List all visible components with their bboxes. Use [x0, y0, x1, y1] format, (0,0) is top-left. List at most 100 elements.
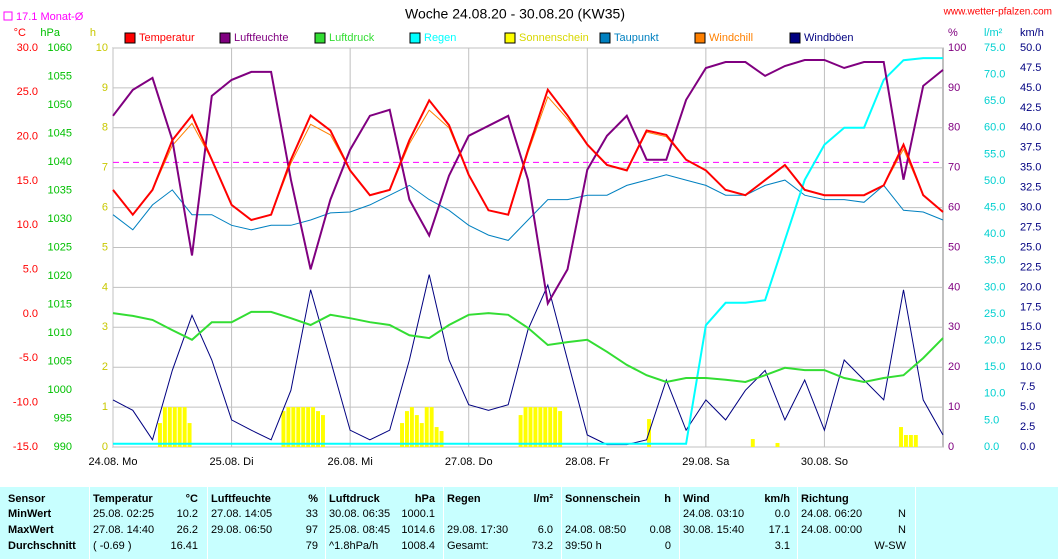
series-line [112, 310, 944, 384]
table-cell: Sensor [8, 493, 46, 505]
sunshine-bar [913, 435, 918, 447]
y-tick-label: 0 [102, 441, 108, 453]
y-tick-label: 1025 [48, 241, 72, 253]
table-cell: 0 [664, 540, 671, 552]
y-tick-label: -10.0 [13, 397, 38, 409]
legend-marker [314, 32, 326, 44]
y-tick-label: 27.5 [1020, 221, 1041, 233]
sunshine-bar [321, 415, 325, 447]
table-cell: 26.2 [176, 524, 198, 536]
legend-marker [599, 32, 611, 44]
table-cell: 6.0 [537, 524, 553, 536]
summary-table: Sensor Temperatur °C Luftfeuchte% Luftdruck h… [0, 487, 1058, 559]
y-tick-label: 5.0 [23, 264, 38, 276]
sunshine-bar [558, 411, 563, 447]
sunshine-bar [429, 407, 434, 447]
axis-unit: km/h [1020, 27, 1044, 39]
table-cell: Temperatur [93, 493, 153, 505]
sunshine-bar [750, 439, 755, 447]
y-tick-label: 12.5 [1020, 341, 1041, 353]
column-separator [679, 487, 680, 559]
table-cell: Richtung [801, 493, 849, 505]
sunshine-bar [548, 407, 553, 447]
y-tick-label: 20.0 [17, 131, 38, 143]
y-tick-label: 5.0 [1020, 401, 1035, 413]
table-cell: Luftdruck [329, 493, 380, 505]
table-cell: 25.08. 08:45 [329, 524, 391, 536]
sunshine-bar [419, 423, 424, 447]
y-tick-label: 10.0 [1020, 361, 1041, 373]
legend-marker [124, 32, 136, 44]
table-cell: ( -0.69 ) [93, 540, 132, 552]
y-tick-label: 65.0 [984, 95, 1005, 107]
sunshine-bar [177, 407, 182, 447]
y-tick-label: 1050 [48, 99, 72, 111]
table-cell: 16.41 [170, 540, 198, 552]
legend-label: Regen [424, 32, 456, 44]
y-tick-label: 0.0 [984, 441, 999, 453]
axis-unit: hPa [40, 27, 60, 39]
y-tick-label: 6 [102, 202, 108, 214]
table-cell: N [898, 524, 906, 536]
sunshine-bar [424, 407, 429, 447]
sunshine-bar [162, 407, 167, 447]
y-tick-label: 70.0 [984, 69, 1005, 81]
y-tick-label: 5 [102, 241, 108, 253]
table-cell: 0.08 [649, 524, 671, 536]
sunshine-bar [533, 407, 538, 447]
y-tick-label: 40.0 [984, 228, 1005, 240]
y-tick-label: 40 [948, 281, 960, 293]
table-cell: Gesamt: [447, 540, 489, 552]
axis-unit: °C [14, 27, 26, 39]
sunshine-bar [172, 407, 177, 447]
table-cell: 25.08. 02:25 [93, 508, 155, 520]
x-tick-label: 27.08. Do [445, 456, 493, 468]
sunshine-bar [311, 407, 316, 447]
table-cell: 33 [305, 508, 318, 520]
sunshine-bar [903, 435, 908, 447]
y-tick-label: 2.5 [1020, 421, 1035, 433]
y-tick-label: 1055 [48, 70, 72, 82]
table-cell: N [898, 508, 906, 520]
sunshine-bar [439, 431, 444, 447]
y-tick-label: 47.5 [1020, 62, 1041, 74]
y-tick-label: 10 [948, 401, 960, 413]
y-tick-label: 70 [948, 162, 960, 174]
sunshine-bar [908, 435, 913, 447]
table-cell: 0.0 [774, 508, 790, 520]
table-cell: l/m² [533, 493, 553, 505]
y-tick-label: 4 [102, 281, 108, 293]
y-tick-label: 995 [54, 412, 72, 424]
sunshine-bar [523, 407, 528, 447]
y-tick-label: 80 [948, 122, 960, 134]
y-tick-label: 35.0 [1020, 162, 1041, 174]
y-tick-label: 20 [948, 361, 960, 373]
y-tick-label: 0.0 [1020, 441, 1035, 453]
table-cell: h [664, 493, 671, 505]
legend-marker [694, 32, 706, 44]
y-tick-label: 9 [102, 82, 108, 94]
table-cell: Wind [683, 493, 710, 505]
y-tick-label: 75.0 [984, 42, 1005, 54]
source: www.wetter-pfalzen.com [943, 7, 1052, 18]
y-tick-label: 45.0 [1020, 82, 1041, 94]
y-tick-label: 42.5 [1020, 102, 1041, 114]
column-separator [797, 487, 798, 559]
sunshine-bar [434, 427, 439, 447]
y-tick-label: 32.5 [1020, 182, 1041, 194]
y-tick-label: 25.0 [984, 308, 1005, 320]
table-cell: % [308, 493, 318, 505]
table-cell: MinWert [8, 508, 52, 520]
y-tick-label: 7.5 [1020, 381, 1035, 393]
y-tick-label: 10 [96, 42, 108, 54]
table-cell: 27.08. 14:40 [93, 524, 155, 536]
y-tick-label: 1035 [48, 184, 72, 196]
y-tick-label: 1045 [48, 127, 72, 139]
axis-unit: l/m² [984, 27, 1003, 39]
table-cell: 73.2 [531, 540, 553, 552]
y-tick-label: 60 [948, 202, 960, 214]
sunshine-bar [553, 407, 558, 447]
x-tick-label: 24.08. Mo [89, 456, 138, 468]
column-separator [207, 487, 208, 559]
